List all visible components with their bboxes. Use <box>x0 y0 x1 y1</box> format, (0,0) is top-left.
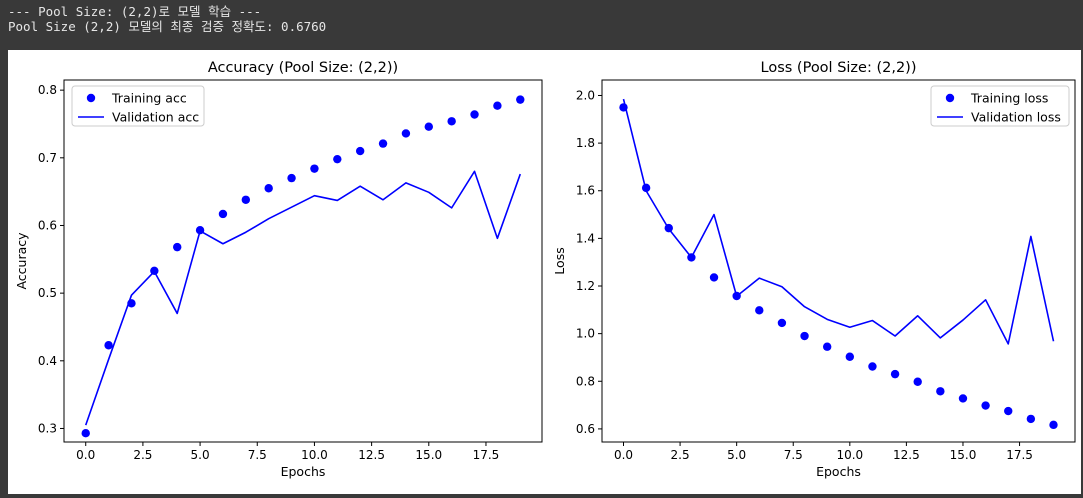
chart1-ytick-label: 0.7 <box>38 151 57 165</box>
chart2-series-point <box>890 369 900 379</box>
chart1-series-point <box>333 154 342 164</box>
chart2-ytick-label: 0.8 <box>576 374 595 388</box>
chart2-series-point <box>1026 414 1036 424</box>
chart2-ytick-label: 2.0 <box>576 88 595 102</box>
chart2-ytick-label: 1.8 <box>576 136 595 150</box>
chart1-legend-box <box>71 85 205 127</box>
chart1-series-point <box>401 129 411 138</box>
charts-svg: Accuracy (Pool Size: (2,2)) 0.0 2.5 5.0 7.5 1… <box>14 60 1076 479</box>
chart2-ytick-label: 1.0 <box>576 327 595 341</box>
chart1-series-point <box>355 146 365 156</box>
chart1-series-point <box>493 101 502 110</box>
chart1-ytick-label: 0.4 <box>38 354 57 368</box>
chart2-series-point <box>958 394 968 403</box>
chart2-axes-frame <box>601 79 1076 443</box>
chart1-xtick-label: 0.0 <box>76 448 95 462</box>
chart2-series-point <box>800 331 809 341</box>
chart1-series-point <box>516 95 525 104</box>
chart1-series-point <box>173 242 182 252</box>
chart1-xtick-label: 10.0 <box>301 448 328 462</box>
console-line-2: Pool Size (2,2) 모델의 최종 검증 정확도: 0.6760 <box>8 19 327 34</box>
chart1-ytick-label: 0.8 <box>38 83 57 97</box>
chart1-series-point <box>378 139 388 148</box>
chart1-xtick-label: 12.5 <box>358 448 385 462</box>
chart2-series-point <box>822 342 832 351</box>
chart2-xlabel: Epochs <box>816 464 861 479</box>
chart2-series-point <box>755 306 764 315</box>
chart1-series-point <box>218 209 228 219</box>
chart2-series-point <box>1049 420 1058 430</box>
chart1-legend-label: Validation acc <box>112 110 199 125</box>
chart1-title: Accuracy (Pool Size: (2,2)) <box>208 60 398 76</box>
console-line-1: --- Pool Size: (2,2)로 모델 학습 --- <box>8 4 262 19</box>
chart1-ytick-label: 0.6 <box>38 218 57 232</box>
chart1-xlabel: Epochs <box>281 464 326 479</box>
chart1-ytick-label: 0.5 <box>38 286 57 300</box>
chart2-xtick-label: 5.0 <box>727 448 746 462</box>
chart2-legend-dot-marker <box>945 93 955 103</box>
chart2-legend-box <box>930 85 1070 127</box>
chart1-xtick-label: 7.5 <box>248 448 267 462</box>
chart2-xtick-label: 7.5 <box>784 448 803 462</box>
chart2-series-point <box>1004 406 1013 416</box>
chart2-ytick-label: 1.4 <box>576 231 595 245</box>
chart2-xtick-label: 10.0 <box>836 448 863 462</box>
chart2-series-point <box>913 377 922 386</box>
chart1-series-point <box>241 195 251 204</box>
chart2-ytick-label: 1.2 <box>576 279 595 293</box>
chart2-ytick-label: 0.6 <box>576 422 595 436</box>
chart1-series-point <box>470 110 479 119</box>
chart2-ytick-label: 1.6 <box>576 184 595 198</box>
chart1-axes-frame <box>63 79 543 443</box>
chart2-xtick-label: 12.5 <box>893 448 920 462</box>
chart1-ytick-label: 0.3 <box>38 421 57 435</box>
chart2-ylabel: Loss <box>552 247 567 274</box>
chart2-title: Loss (Pool Size: (2,2)) <box>761 60 917 76</box>
chart2-series-point <box>777 318 787 328</box>
chart2-series-point <box>936 387 945 396</box>
chart2-legend-label: Validation loss <box>971 110 1061 125</box>
chart1-series-point <box>81 429 90 438</box>
chart1-xtick-label: 5.0 <box>191 448 210 462</box>
chart1-series-point <box>287 173 296 183</box>
chart2-xtick-label: 15.0 <box>950 448 977 462</box>
chart2-series-point <box>845 352 855 361</box>
chart1-xtick-label: 2.5 <box>133 448 152 462</box>
chart2-xtick-label: 0.0 <box>614 448 633 462</box>
chart2-legend-label: Training loss <box>970 91 1048 106</box>
figure: Accuracy (Pool Size: (2,2)) 0.0 2.5 5.0 7.5 1… <box>8 50 1081 494</box>
chart2-xtick-label: 17.5 <box>1006 448 1033 462</box>
chart2-xtick-label: 2.5 <box>671 448 690 462</box>
chart1-series-point <box>310 164 319 173</box>
console-output: --- Pool Size: (2,2)로 모델 학습 --- Pool Siz… <box>0 0 1083 50</box>
chart1-series-point <box>447 117 456 126</box>
chart1-legend-label: Training acc <box>111 91 187 106</box>
chart1-series-point <box>104 341 113 350</box>
chart1-series-point <box>424 122 433 131</box>
chart1-ylabel: Accuracy <box>14 232 29 290</box>
chart2-series-point <box>709 273 719 282</box>
chart1-xtick-label: 15.0 <box>415 448 442 462</box>
chart2-series-line <box>622 98 1055 345</box>
chart1-legend-dot-marker <box>86 93 96 103</box>
chart2-series-point <box>981 401 990 410</box>
chart2-series-point <box>868 362 877 371</box>
chart1-series-point <box>264 184 273 193</box>
chart1-xtick-label: 17.5 <box>473 448 500 462</box>
chart1-series-line <box>84 170 522 426</box>
